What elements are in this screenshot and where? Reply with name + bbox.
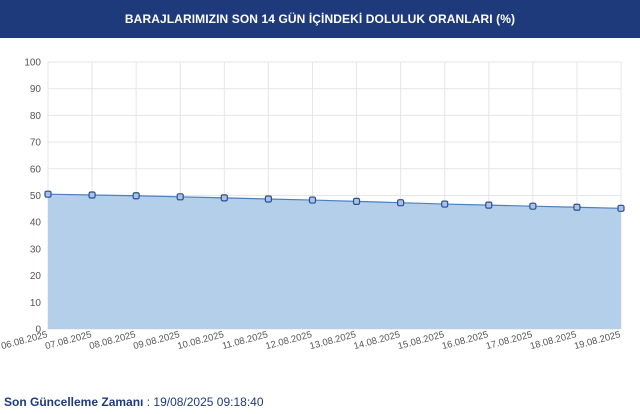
last-update-label: Son Güncelleme Zamanı — [4, 395, 144, 409]
fill-rate-chart: 0 10 20 30 40 50 60 70 80 90 100 06.08.202507.08.2… — [0, 58, 625, 352]
x-tick-label: 18.08.2025 — [529, 329, 578, 352]
y-tick-label: 60 — [30, 164, 42, 175]
x-tick-label: 07.08.2025 — [44, 329, 93, 352]
y-tick-label: 100 — [24, 58, 41, 69]
y-tick-label: 90 — [30, 84, 42, 95]
y-tick-label: 40 — [30, 218, 42, 229]
x-tick-label: 14.08.2025 — [353, 329, 402, 352]
x-tick-label: 11.08.2025 — [221, 329, 269, 352]
data-point[interactable] — [308, 196, 317, 204]
data-point[interactable] — [88, 191, 96, 199]
x-tick-label: 15.08.2025 — [397, 329, 446, 352]
series-line — [47, 193, 622, 209]
data-point[interactable] — [617, 204, 625, 212]
x-tick-label: 10.08.2025 — [176, 329, 225, 352]
last-update-separator: : — [143, 395, 154, 409]
x-tick-label: 08.08.2025 — [88, 329, 137, 352]
x-tick-label: 19.08.2025 — [573, 329, 622, 352]
x-tick-label: 12.08.2025 — [264, 329, 313, 352]
data-point[interactable] — [132, 192, 140, 200]
x-tick-label: 06.08.2025 — [0, 329, 49, 352]
x-tick-label: 13.08.2025 — [309, 329, 358, 352]
y-tick-label: 80 — [30, 111, 42, 122]
x-tick-label: 16.08.2025 — [441, 329, 490, 352]
data-point[interactable] — [485, 201, 493, 209]
y-axis-ticks: 0 10 20 30 40 50 60 70 80 90 100 — [24, 58, 41, 336]
chart-area: 0 10 20 30 40 50 60 70 80 90 100 06.08.2025 07.08.2… — [0, 46, 640, 366]
y-tick-label: 0 — [35, 325, 41, 336]
data-point[interactable] — [176, 193, 184, 201]
marker-layer — [44, 190, 625, 212]
chart-title: BARAJLARIMIZIN SON 14 GÜN İÇİNDEKİ DOLUL… — [124, 12, 516, 26]
x-tick-label: 17.08.2025 — [485, 329, 534, 352]
y-tick-label: 70 — [30, 138, 42, 149]
data-point[interactable] — [352, 197, 361, 205]
data-point[interactable] — [573, 203, 581, 211]
area-layer — [47, 193, 622, 329]
y-tick-label: 30 — [30, 244, 42, 255]
x-axis-ticks: 06.08.202507.08.202508.08.202509.08.2025… — [0, 329, 622, 352]
x-tick-label: 09.08.2025 — [132, 329, 181, 352]
data-point[interactable] — [44, 190, 52, 198]
series-area — [48, 194, 621, 329]
y-tick-label: 50 — [30, 191, 42, 202]
data-point[interactable] — [264, 195, 272, 203]
last-update: Son Güncelleme Zamanı : 19/08/2025 09:18… — [4, 395, 264, 409]
y-tick-label: 10 — [30, 298, 42, 309]
y-tick-label: 20 — [30, 271, 42, 282]
data-point[interactable] — [529, 202, 537, 210]
data-point[interactable] — [220, 194, 228, 202]
data-point[interactable] — [397, 199, 405, 207]
chart-header: BARAJLARIMIZIN SON 14 GÜN İÇİNDEKİ DOLUL… — [0, 0, 640, 38]
last-update-value: 19/08/2025 09:18:40 — [153, 395, 264, 409]
data-point[interactable] — [441, 200, 449, 208]
